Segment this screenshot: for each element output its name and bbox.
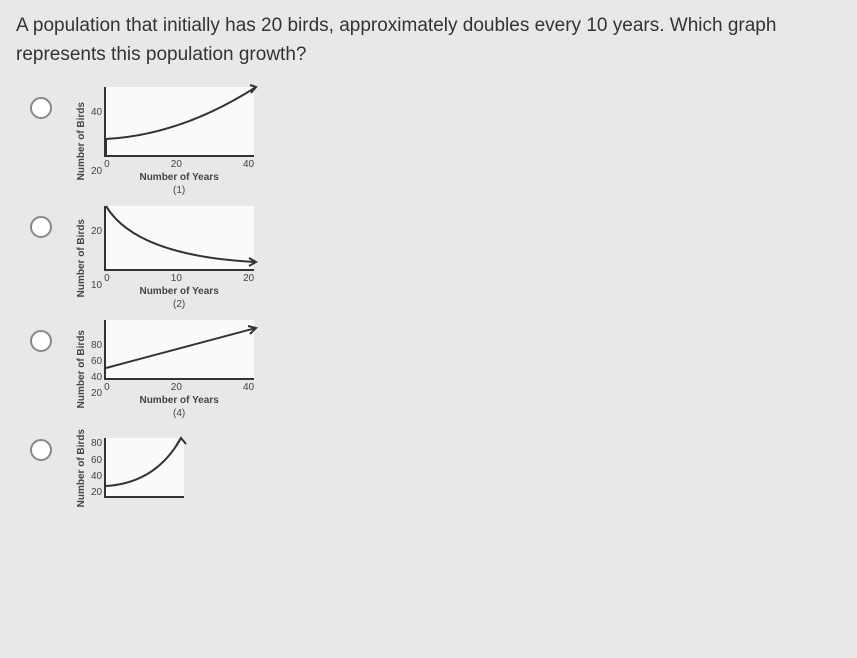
ylabel-4: Number of Birds [76,429,87,507]
xticks-1: 02040 [104,159,254,170]
radio-3[interactable] [30,330,52,352]
radio-1[interactable] [30,97,52,119]
ylabel-2: Number of Birds [76,219,87,297]
question-text: A population that initially has 20 birds… [16,12,841,69]
radio-4[interactable] [30,439,52,461]
ylabel-3: Number of Birds [76,330,87,408]
option-3: Number of Birds 80604020 02040 Number of… [30,320,841,419]
plot-1 [104,87,254,157]
caption-2: (2) [104,299,254,310]
caption-1: (1) [104,185,254,196]
xticks-3: 02040 [104,382,254,393]
chart-1: Number of Birds 4020 02040 Number of Yea… [76,87,254,196]
chart-2: Number of Birds 2010 01020 Number of Yea… [76,206,254,310]
chart-3: Number of Birds 80604020 02040 Number of… [76,320,254,419]
chart-4: Number of Birds 80604020 [76,429,184,507]
yticks-2: 2010 [91,226,102,291]
xlabel-2: Number of Years [104,286,254,297]
option-2: Number of Birds 2010 01020 Number of Yea… [30,206,841,310]
option-1: Number of Birds 4020 02040 Number of Yea… [30,87,841,196]
plot-4 [104,438,184,498]
yticks-3: 80604020 [91,340,102,400]
xlabel-1: Number of Years [104,172,254,183]
yticks-1: 4020 [91,107,102,177]
radio-2[interactable] [30,216,52,238]
yticks-4: 80604020 [91,438,102,498]
plot-3 [104,320,254,380]
caption-3: (4) [104,408,254,419]
option-4: Number of Birds 80604020 [30,429,841,507]
ylabel-1: Number of Birds [76,102,87,180]
xticks-2: 01020 [104,273,254,284]
xlabel-3: Number of Years [104,395,254,406]
plot-2 [104,206,254,271]
